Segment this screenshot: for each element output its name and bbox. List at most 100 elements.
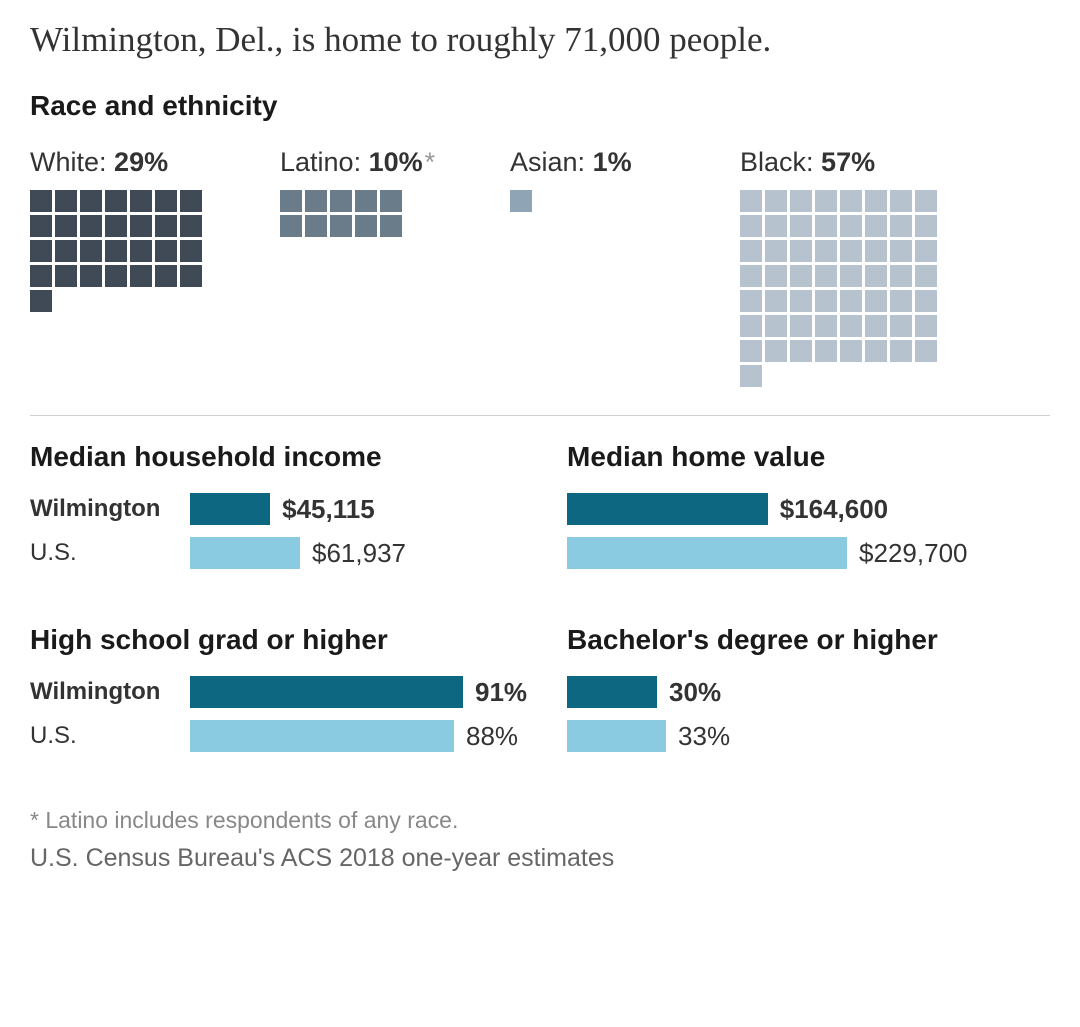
comparison-bar-wrap: $229,700 (567, 537, 1050, 569)
waffle-square (890, 315, 912, 337)
waffle-square (840, 265, 862, 287)
waffle-square (865, 265, 887, 287)
race-name: Asian (510, 147, 578, 177)
waffle-square (280, 190, 302, 212)
waffle-square (815, 340, 837, 362)
waffle-square (740, 340, 762, 362)
waffle-square (280, 215, 302, 237)
comparison-block: Bachelor's degree or higher30%33% (567, 624, 1050, 762)
waffle-square (80, 190, 102, 212)
race-title: Race and ethnicity (30, 90, 1050, 122)
waffle-square (55, 215, 77, 237)
waffle-square (890, 265, 912, 287)
comparison-row: Wilmington91% (30, 674, 527, 710)
waffle-chart (280, 190, 405, 240)
waffle-square (30, 290, 52, 312)
waffle-square (765, 240, 787, 262)
comparison-bar-wrap: $61,937 (190, 537, 527, 569)
waffle-square (865, 240, 887, 262)
race-name: Black (740, 147, 806, 177)
waffle-square (740, 265, 762, 287)
race-label: Latino: 10%* (280, 147, 510, 178)
comparison-row: 33% (567, 718, 1050, 754)
waffle-square (30, 265, 52, 287)
comparison-bar (567, 676, 657, 708)
comparison-value: 33% (678, 721, 730, 752)
race-label: Black: 57% (740, 147, 1020, 178)
waffle-square (130, 215, 152, 237)
waffle-square (890, 290, 912, 312)
waffle-square (790, 340, 812, 362)
waffle-square (765, 315, 787, 337)
waffle-square (790, 240, 812, 262)
waffle-square (305, 190, 327, 212)
comparison-row-label: Wilmington (30, 495, 190, 523)
waffle-square (765, 215, 787, 237)
waffle-square (130, 265, 152, 287)
comparison-bar (190, 676, 463, 708)
race-ethnicity-row: White: 29%Latino: 10%*Asian: 1%Black: 57… (30, 147, 1050, 416)
waffle-square (865, 290, 887, 312)
race-group-black: Black: 57% (740, 147, 1020, 390)
waffle-square (305, 215, 327, 237)
waffle-square (790, 190, 812, 212)
waffle-square (55, 240, 77, 262)
comparison-title: Bachelor's degree or higher (567, 624, 1050, 656)
waffle-square (840, 340, 862, 362)
waffle-square (180, 215, 202, 237)
waffle-square (155, 240, 177, 262)
comparison-bar (567, 537, 847, 569)
waffle-square (765, 340, 787, 362)
waffle-square (915, 215, 937, 237)
race-group-latino: Latino: 10%* (280, 147, 510, 390)
waffle-square (890, 340, 912, 362)
waffle-square (330, 215, 352, 237)
waffle-square (840, 290, 862, 312)
comparison-row-label: Wilmington (30, 678, 190, 706)
comparison-bar-wrap: 88% (190, 720, 527, 752)
waffle-square (30, 215, 52, 237)
waffle-square (840, 315, 862, 337)
comparison-value: $61,937 (312, 538, 406, 569)
waffle-square (180, 240, 202, 262)
waffle-square (80, 240, 102, 262)
waffle-square (380, 190, 402, 212)
waffle-square (740, 240, 762, 262)
comparison-title: Median household income (30, 441, 527, 473)
race-label: Asian: 1% (510, 147, 740, 178)
waffle-square (915, 290, 937, 312)
race-pct: 29% (114, 147, 168, 177)
waffle-square (890, 240, 912, 262)
waffle-square (130, 190, 152, 212)
race-pct: 1% (593, 147, 632, 177)
waffle-square (55, 190, 77, 212)
waffle-square (740, 290, 762, 312)
asterisk-icon: * (425, 147, 436, 177)
comparison-block: High school grad or higherWilmington91%U… (30, 624, 527, 762)
waffle-square (105, 215, 127, 237)
comparison-row: $164,600 (567, 491, 1050, 527)
comparison-grid: Median household income Wilmington $45,115… (30, 441, 1050, 762)
comparison-value: $45,115 (282, 494, 375, 525)
waffle-square (815, 190, 837, 212)
waffle-square (180, 265, 202, 287)
waffle-square (790, 265, 812, 287)
waffle-square (380, 215, 402, 237)
waffle-square (840, 190, 862, 212)
comparison-block: Median household income Wilmington $45,115… (30, 441, 527, 579)
headline: Wilmington, Del., is home to roughly 71,… (30, 20, 1050, 60)
comparison-bar (190, 720, 454, 752)
waffle-square (740, 215, 762, 237)
waffle-square (890, 190, 912, 212)
race-group-asian: Asian: 1% (510, 147, 740, 390)
waffle-square (355, 215, 377, 237)
comparison-block: Median home value$164,600$229,700 (567, 441, 1050, 579)
waffle-chart (510, 190, 535, 215)
waffle-square (840, 215, 862, 237)
comparison-bar (190, 537, 300, 569)
waffle-square (55, 265, 77, 287)
comparison-value: $229,700 (859, 538, 967, 569)
race-pct: 10% (369, 147, 423, 177)
waffle-square (915, 340, 937, 362)
waffle-chart (740, 190, 940, 390)
